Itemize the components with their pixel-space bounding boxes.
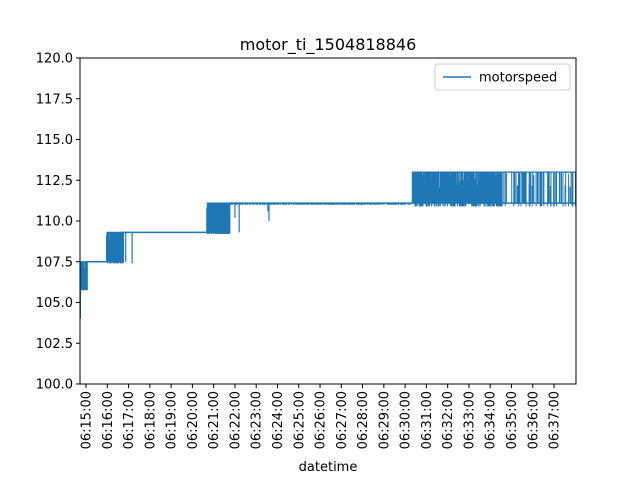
y-tick-label: 105.0: [36, 296, 73, 311]
series-oscillation-band: [80, 261, 88, 290]
x-tick-label: 06:36:00: [526, 391, 541, 449]
x-tick-label: 06:32:00: [441, 391, 456, 449]
plot-area: [79, 57, 577, 385]
series-oscillation-band: [206, 203, 230, 235]
x-tick-label: 06:16:00: [101, 391, 116, 449]
x-axis-ticks: 06:15:00 06:16:00 06:17:00 06:18:00 06:19:00…: [80, 384, 563, 449]
series-oscillation-band: [411, 172, 576, 207]
x-tick-label: 06:35:00: [505, 391, 520, 449]
plot-frame: [79, 57, 577, 385]
x-tick-label: 06:20:00: [186, 391, 201, 449]
y-tick-label: 117.5: [36, 92, 73, 107]
x-tick-label: 06:23:00: [250, 391, 265, 449]
x-tick-label: 06:37:00: [548, 391, 563, 449]
chart-title: motor_ti_1504818846: [240, 35, 417, 55]
x-tick-label: 06:26:00: [314, 391, 329, 449]
y-tick-label: 102.5: [36, 337, 73, 352]
series-motorspeed: [80, 171, 576, 319]
x-tick-label: 06:18:00: [143, 391, 158, 449]
x-tick-label: 06:33:00: [462, 391, 477, 449]
series-oscillation-band: [230, 203, 411, 205]
x-tick-label: 06:19:00: [165, 391, 180, 449]
series-oscillation-band: [106, 232, 124, 264]
legend-box: [434, 63, 571, 91]
x-tick-label: 06:24:00: [271, 391, 286, 449]
legend: motorspeed: [434, 63, 571, 91]
x-tick-label: 06:34:00: [484, 391, 499, 449]
y-axis-ticks: 100.0 102.5 105.0 107.5 110.0 112.5 115.0 117.5…: [36, 52, 80, 393]
y-tick-label: 110.0: [36, 215, 73, 230]
x-tick-label: 06:21:00: [207, 391, 222, 449]
x-axis-label: datetime: [299, 460, 358, 475]
series-line-baseline: [80, 202, 576, 291]
y-tick-label: 100.0: [36, 378, 73, 393]
x-tick-label: 06:17:00: [122, 391, 137, 449]
y-tick-label: 107.5: [36, 255, 73, 270]
x-tick-label: 06:15:00: [80, 391, 95, 449]
y-tick-label: 112.5: [36, 174, 73, 189]
legend-label: motorspeed: [479, 71, 557, 86]
x-tick-label: 06:27:00: [335, 391, 350, 449]
x-tick-label: 06:22:00: [228, 391, 243, 449]
x-tick-label: 06:25:00: [292, 391, 307, 449]
y-tick-label: 120.0: [36, 52, 73, 67]
x-tick-label: 06:28:00: [356, 391, 371, 449]
x-tick-label: 06:29:00: [377, 391, 392, 449]
x-tick-label: 06:31:00: [420, 391, 435, 449]
y-tick-label: 115.0: [36, 133, 73, 148]
x-tick-label: 06:30:00: [399, 391, 414, 449]
